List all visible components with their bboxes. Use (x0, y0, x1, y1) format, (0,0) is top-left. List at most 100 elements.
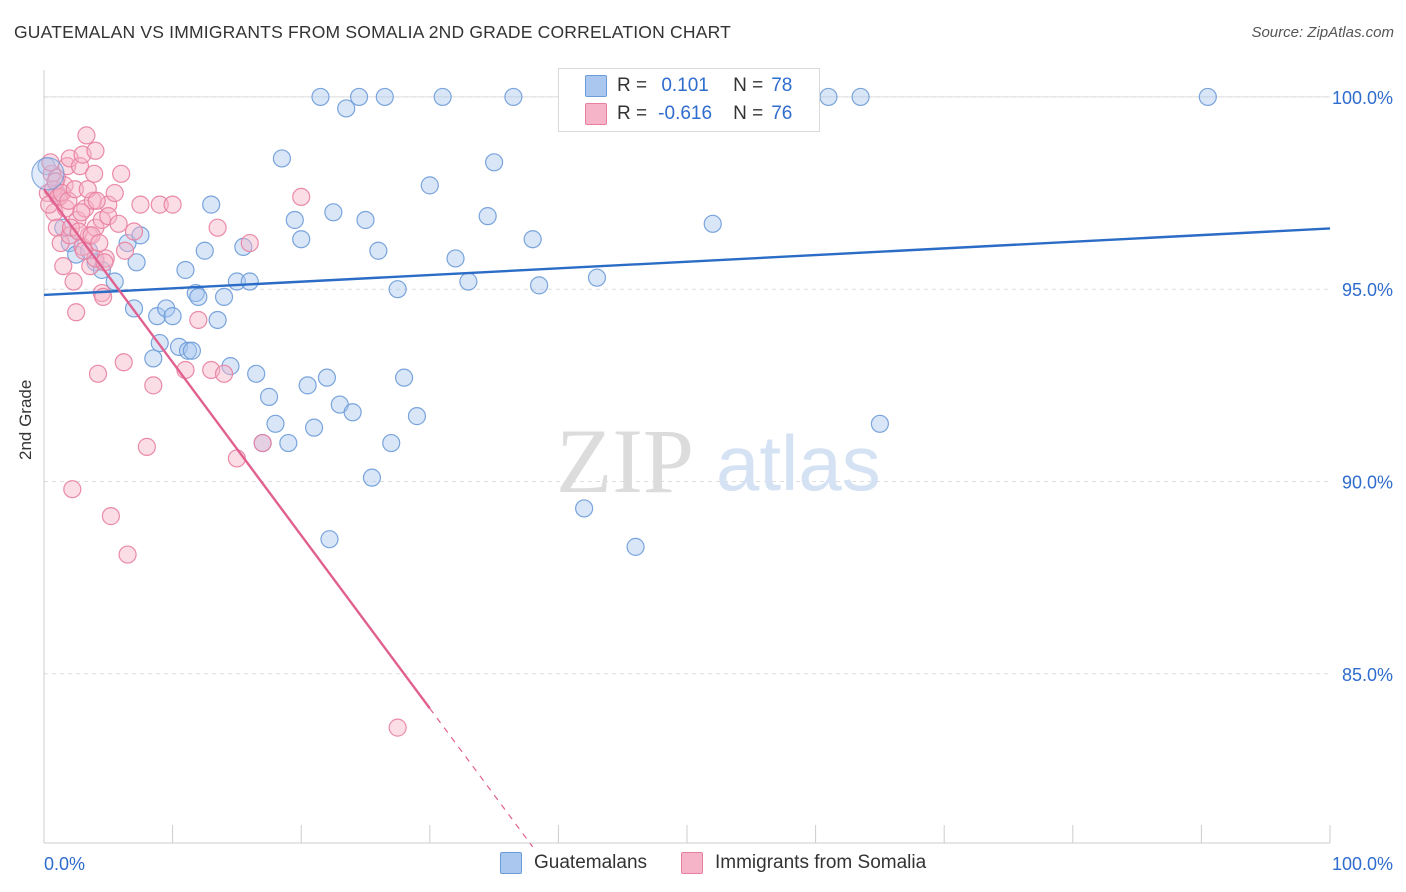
point-somalia (388, 718, 407, 737)
point-guatemalans (523, 230, 542, 249)
point-guatemalans (266, 414, 285, 433)
point-somalia (114, 353, 133, 372)
point-somalia (65, 180, 84, 199)
y-tick-label: 85.0% (1342, 665, 1393, 685)
legend-label: Guatemalans (534, 852, 648, 873)
point-guatemalans (870, 414, 890, 433)
watermark-zip: ZIP (556, 410, 694, 512)
watermark-atlas: atlas (716, 419, 881, 507)
n-label: N = (733, 103, 764, 124)
point-somalia (90, 233, 109, 253)
point-guatemalans (407, 407, 427, 426)
point-guatemalans (587, 268, 607, 287)
point-somalia (292, 187, 311, 207)
point-guatemalans (298, 376, 317, 395)
blue-swatch (585, 75, 607, 97)
point-somalia (189, 310, 208, 330)
r-label: R = (617, 103, 648, 124)
point-guatemalans (337, 99, 356, 118)
point-guatemalans (259, 387, 279, 406)
point-somalia (63, 480, 82, 499)
chart-title: GUATEMALAN VS IMMIGRANTS FROM SOMALIA 2N… (14, 22, 731, 42)
grid-layer (44, 96, 1330, 675)
point-guatemalans (311, 87, 330, 107)
point-guatemalans (1198, 87, 1217, 107)
point-somalia (115, 241, 135, 260)
point-guatemalans (182, 341, 201, 360)
point-somalia (131, 195, 150, 214)
point-somalia (87, 191, 106, 210)
n-label: N = (733, 75, 764, 96)
trendline-guatemalans-solid (43, 227, 1331, 297)
point-somalia (88, 364, 108, 383)
x-tick-label: 0.0% (44, 854, 85, 874)
point-somalia (86, 141, 105, 160)
y-tick-label: 95.0% (1342, 280, 1393, 300)
r-value: 0.101 (661, 75, 709, 96)
point-somalia (64, 272, 83, 291)
n-value: 78 (771, 75, 793, 96)
point-guatemalans (382, 433, 401, 453)
point-guatemalans (394, 368, 414, 387)
point-guatemalans (304, 418, 324, 437)
point-somalia (70, 157, 90, 176)
point-somalia (144, 376, 163, 395)
point-guatemalans (202, 195, 221, 214)
point-guatemalans (279, 433, 298, 453)
point-guatemalans (388, 280, 407, 299)
point-guatemalans (356, 210, 375, 230)
point-somalia (54, 257, 73, 276)
point-somalia (137, 437, 156, 456)
legend-row-guatemalans: R = 0.101 N = 78 (585, 74, 792, 98)
legend-label: Immigrants from Somalia (715, 852, 927, 873)
pink-swatch (681, 852, 703, 874)
point-guatemalans (178, 341, 198, 360)
point-guatemalans (285, 210, 304, 230)
point-guatemalans (292, 230, 311, 249)
point-somalia (163, 195, 182, 214)
trendline-somalia-dashed (429, 708, 534, 848)
point-guatemalans (214, 287, 234, 307)
point-guatemalans (163, 307, 182, 326)
point-somalia (46, 172, 65, 191)
point-guatemalans (626, 537, 645, 556)
point-guatemalans (530, 276, 549, 295)
point-somalia (208, 218, 227, 237)
point-guatemalans (195, 241, 214, 260)
point-guatemalans (324, 203, 343, 222)
point-guatemalans (504, 87, 523, 107)
point-guatemalans (819, 87, 838, 107)
y-tick-label: 100.0% (1332, 88, 1393, 108)
point-guatemalans (362, 468, 382, 487)
point-guatemalans (851, 87, 870, 107)
series-legend: Guatemalans Immigrants from Somalia (0, 852, 1406, 878)
labels-layer: 100.0% 95.0% 90.0% 85.0% 0.0% 100.0% (44, 88, 1393, 874)
point-somalia (82, 226, 101, 245)
point-guatemalans (189, 287, 208, 307)
r-label: R = (617, 75, 648, 96)
point-guatemalans (176, 260, 195, 280)
point-guatemalans (478, 207, 497, 226)
point-guatemalans (485, 153, 504, 172)
point-guatemalans (272, 149, 292, 168)
point-somalia (59, 191, 78, 210)
point-guatemalans (375, 87, 394, 107)
point-somalia (85, 164, 104, 183)
point-somalia (118, 545, 137, 564)
point-somalia (67, 303, 86, 322)
point-guatemalans (127, 253, 146, 272)
point-guatemalans (575, 499, 594, 518)
trendline-somalia-solid (43, 188, 431, 710)
point-guatemalans (208, 310, 227, 330)
x-tick-label: 100.0% (1332, 854, 1393, 874)
legend-item-somalia: Immigrants from Somalia (681, 852, 926, 874)
point-guatemalans (343, 403, 362, 422)
axis-layer (43, 70, 1331, 844)
point-guatemalans (369, 241, 388, 260)
legend-item-guatemalans: Guatemalans (500, 852, 647, 874)
point-somalia (72, 203, 91, 222)
source-label: Source: ZipAtlas.com (1251, 24, 1394, 41)
trend-layer (43, 188, 1331, 848)
watermark: ZIP atlas (556, 410, 881, 512)
